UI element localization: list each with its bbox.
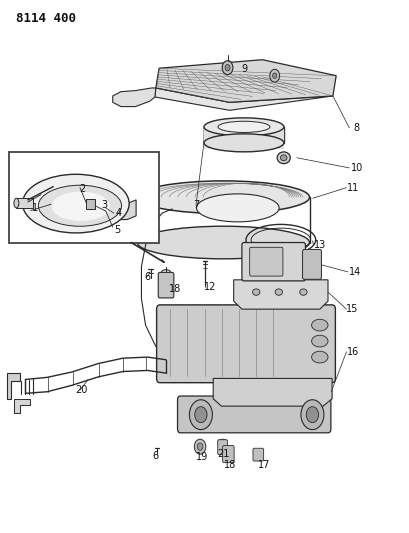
Circle shape — [194, 439, 205, 454]
Text: 11: 11 — [346, 183, 358, 192]
Text: 6: 6 — [153, 451, 158, 461]
Polygon shape — [112, 88, 155, 107]
Bar — [86, 199, 95, 209]
Text: 21: 21 — [217, 449, 229, 459]
Polygon shape — [108, 200, 136, 220]
Bar — [9, 152, 158, 243]
Text: 6: 6 — [144, 272, 150, 282]
Text: 16: 16 — [346, 347, 358, 357]
Text: 18: 18 — [223, 460, 235, 470]
Polygon shape — [233, 280, 327, 309]
FancyBboxPatch shape — [241, 243, 305, 281]
Ellipse shape — [52, 191, 110, 221]
Ellipse shape — [204, 118, 283, 136]
Ellipse shape — [137, 226, 309, 259]
Polygon shape — [213, 378, 331, 406]
Circle shape — [300, 400, 323, 430]
Ellipse shape — [311, 351, 327, 363]
Polygon shape — [155, 60, 335, 102]
Ellipse shape — [22, 174, 129, 233]
Text: 9: 9 — [240, 64, 246, 74]
Ellipse shape — [204, 134, 283, 152]
Text: 8: 8 — [353, 123, 359, 133]
Text: 18: 18 — [169, 284, 181, 294]
Ellipse shape — [38, 185, 121, 227]
Ellipse shape — [311, 319, 327, 331]
Text: 15: 15 — [346, 304, 358, 314]
Polygon shape — [155, 88, 332, 110]
Ellipse shape — [14, 198, 19, 208]
Text: 17: 17 — [258, 460, 270, 470]
FancyBboxPatch shape — [252, 448, 263, 461]
Ellipse shape — [280, 155, 286, 161]
FancyBboxPatch shape — [177, 396, 330, 433]
Ellipse shape — [299, 289, 306, 295]
Ellipse shape — [252, 289, 259, 295]
Text: 3: 3 — [101, 200, 107, 210]
FancyBboxPatch shape — [302, 249, 321, 279]
Circle shape — [189, 400, 212, 430]
Circle shape — [222, 61, 232, 75]
Ellipse shape — [274, 289, 282, 295]
Text: 20: 20 — [75, 385, 87, 395]
Ellipse shape — [311, 335, 327, 347]
Ellipse shape — [276, 152, 290, 164]
Bar — [16, 198, 33, 208]
Text: 10: 10 — [350, 163, 362, 173]
Text: 12: 12 — [203, 282, 216, 292]
FancyBboxPatch shape — [249, 247, 282, 276]
Circle shape — [197, 443, 202, 450]
FancyBboxPatch shape — [156, 305, 335, 383]
FancyBboxPatch shape — [158, 272, 173, 298]
Bar — [203, 127, 283, 149]
Text: 7: 7 — [193, 200, 200, 210]
Ellipse shape — [218, 122, 269, 132]
Ellipse shape — [196, 194, 279, 222]
Circle shape — [194, 407, 207, 423]
Text: 19: 19 — [195, 452, 207, 462]
Text: 1: 1 — [32, 203, 38, 213]
Polygon shape — [14, 399, 29, 413]
Text: 5: 5 — [113, 225, 120, 235]
Text: 14: 14 — [348, 267, 360, 277]
Circle shape — [306, 407, 318, 423]
Circle shape — [225, 64, 229, 71]
FancyBboxPatch shape — [222, 446, 234, 463]
FancyBboxPatch shape — [217, 440, 227, 455]
Text: 4: 4 — [116, 208, 121, 218]
Circle shape — [269, 69, 279, 82]
Text: 2: 2 — [79, 184, 85, 194]
Text: 13: 13 — [313, 240, 325, 250]
Ellipse shape — [137, 181, 309, 214]
Circle shape — [272, 73, 276, 78]
Polygon shape — [7, 373, 20, 399]
Text: 8114 400: 8114 400 — [16, 12, 76, 25]
